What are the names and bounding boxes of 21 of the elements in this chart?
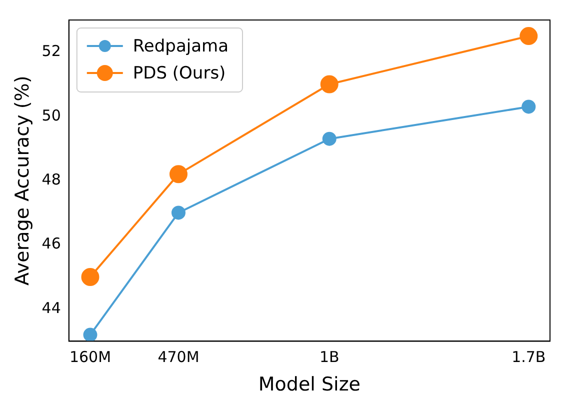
legend-label: Redpajama bbox=[132, 36, 229, 56]
x-axis-title: Model Size bbox=[258, 374, 360, 396]
x-tick-label: 470M bbox=[158, 348, 200, 366]
y-tick-label: 44 bbox=[42, 298, 61, 317]
point bbox=[322, 132, 336, 146]
point bbox=[169, 165, 188, 184]
y-tick-label: 48 bbox=[42, 170, 61, 188]
x-tick-label: 160M bbox=[69, 348, 112, 366]
point bbox=[520, 27, 538, 46]
x-tick-label: 1B bbox=[319, 348, 340, 366]
legend-label: PDS (Ours) bbox=[132, 63, 226, 84]
x-tick-label: 1.7B bbox=[512, 348, 546, 366]
y-tick-label: 46 bbox=[42, 234, 61, 253]
point bbox=[522, 100, 536, 114]
y-axis-title: Average Accuracy (%) bbox=[11, 76, 34, 286]
point bbox=[83, 328, 98, 342]
y-tick-label: 52 bbox=[42, 42, 61, 60]
point bbox=[171, 206, 186, 220]
y-tick-label: 50 bbox=[42, 106, 61, 124]
point bbox=[320, 75, 338, 94]
point bbox=[81, 268, 100, 286]
